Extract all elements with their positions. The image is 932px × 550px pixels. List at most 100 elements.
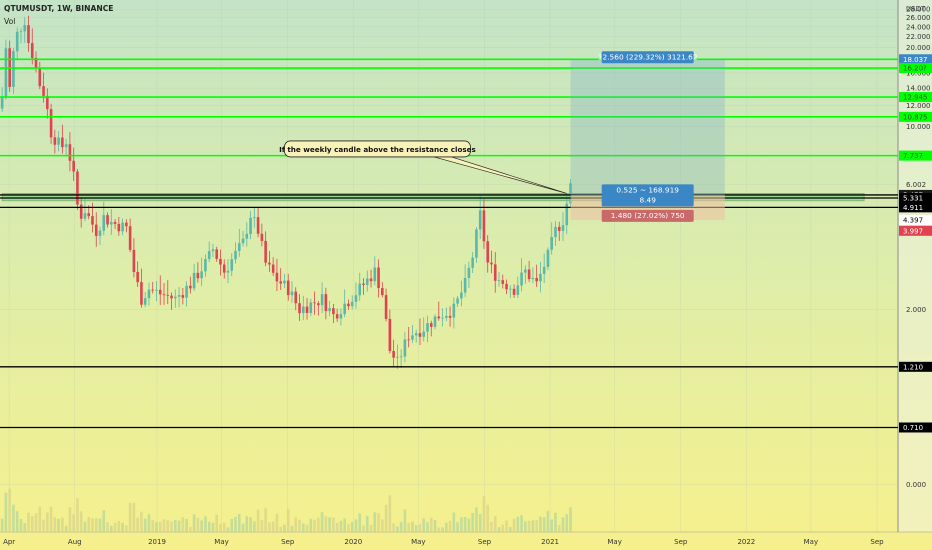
volume-bar (332, 517, 335, 532)
candle-body (177, 295, 181, 297)
volume-bar (196, 517, 200, 532)
volume-bar (30, 515, 34, 532)
volume-bar (554, 512, 557, 532)
volume-bar (463, 517, 467, 532)
entry-label-text: 8.49 (639, 195, 656, 204)
candle-body (121, 222, 124, 232)
volume-bar (271, 521, 275, 532)
volume-bar (53, 517, 57, 532)
volume-bar (83, 521, 87, 532)
volume-bar (275, 513, 279, 532)
volume-bar (46, 512, 49, 532)
candle-body (12, 51, 15, 87)
candle-body (181, 295, 185, 298)
volume-bar (497, 527, 501, 532)
volume-bar (358, 513, 362, 532)
y-tick-label: 0.000 (906, 481, 926, 489)
volume-bar (399, 521, 403, 532)
candle-body (68, 144, 72, 161)
long-position-tool[interactable]: 12.560 (229.32%) 3121.62 0.525 ~ 168.9198… (570, 51, 725, 222)
volume-bar (140, 511, 143, 532)
stop-label-text: 1.480 (27.02%) 750 (611, 211, 685, 220)
volume-bar (392, 523, 395, 532)
volume-bar (0, 518, 4, 532)
volume-bar (317, 517, 320, 532)
volume-bar (486, 504, 490, 532)
candle-body (87, 213, 91, 217)
y-tick-label: 6.002 (906, 181, 926, 189)
volume-bar (369, 524, 373, 532)
candle-body (546, 249, 550, 267)
volume-bar (542, 517, 546, 532)
candle-body (396, 356, 399, 358)
price-tag-label: 0.710 (903, 424, 923, 432)
candle-body (256, 217, 260, 234)
candle-body (185, 285, 188, 298)
candle-body (565, 203, 569, 226)
volume-bar (283, 524, 286, 532)
candle-body (542, 266, 546, 274)
currency-label: USDT (906, 5, 926, 13)
price-axis-background[interactable] (898, 0, 932, 532)
price-tag-bg (899, 92, 932, 103)
price-tag-label: 3.997 (903, 227, 923, 235)
volume-bar (557, 524, 561, 532)
volume-bar (290, 525, 294, 532)
volume-bar (437, 527, 441, 532)
volume-bar (426, 522, 429, 532)
volume-bar (162, 519, 166, 532)
volume-bar (452, 512, 456, 532)
x-tick-label: May (607, 538, 621, 546)
candle-body (140, 282, 143, 305)
volume-bar (377, 513, 380, 532)
candle-body (91, 216, 94, 225)
volume-bar (68, 507, 72, 532)
candle-body (125, 222, 128, 227)
candle-body (286, 280, 290, 296)
candle-body (335, 314, 339, 319)
candle-body (377, 267, 380, 289)
candle-body (196, 272, 200, 279)
volume-bar (298, 519, 301, 532)
annotation-callout[interactable]: If the weekly candle above the resistanc… (279, 140, 567, 194)
volume-bar (441, 527, 444, 532)
candle-body (249, 217, 252, 234)
volume-bar (117, 520, 121, 532)
price-tag-bg (899, 225, 932, 236)
candle-body (166, 294, 170, 296)
target-label-bg (601, 51, 694, 64)
candle-body (561, 225, 565, 231)
candle-body (23, 25, 27, 32)
candle-body (369, 278, 373, 282)
volume-bar (339, 520, 343, 532)
volume-bar (230, 518, 234, 532)
volume-bar (132, 502, 136, 532)
price-tag-bg (899, 54, 932, 65)
candle-body (320, 294, 324, 306)
volume-bar (72, 514, 75, 532)
volume-bar (403, 509, 407, 532)
candle-body (358, 283, 362, 296)
volume-bar (301, 523, 305, 532)
candle-body (61, 137, 64, 148)
y-tick-label: 14.000 (906, 85, 931, 93)
volume-bar (396, 526, 399, 532)
candle-body (189, 285, 192, 289)
volume-bar (569, 507, 572, 532)
y-tick-label: 20.000 (906, 44, 931, 52)
candle-body (557, 226, 561, 231)
candle-body (200, 271, 203, 279)
candle-body (283, 280, 286, 284)
volume-bar (253, 521, 256, 532)
candle-body (490, 262, 493, 265)
zones (1, 193, 865, 202)
volume-bar (23, 523, 27, 532)
price-tag-label: 12.945 (903, 94, 928, 102)
volume-bar (94, 518, 98, 532)
candle-body (324, 294, 328, 312)
candle-body (64, 144, 68, 148)
candle-body (279, 281, 282, 284)
candle-body (399, 356, 403, 358)
x-tick-label: May (214, 538, 228, 546)
